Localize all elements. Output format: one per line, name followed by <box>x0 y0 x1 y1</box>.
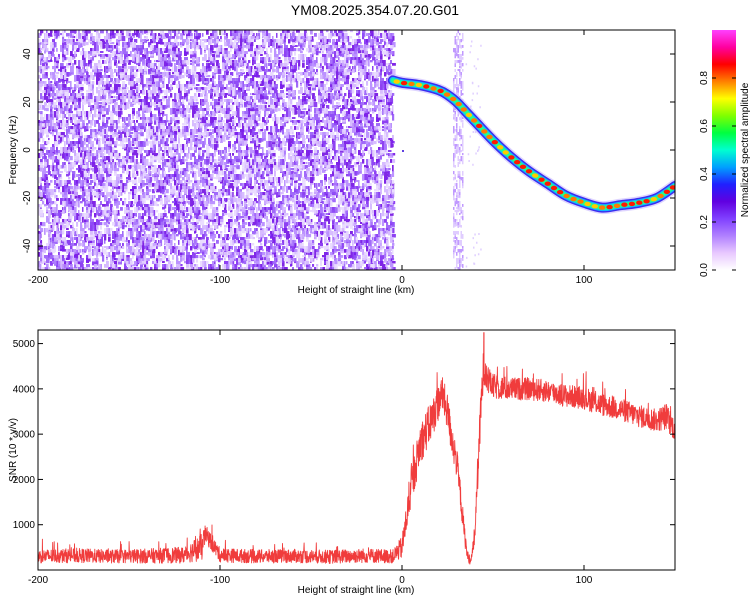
snr-series <box>38 332 675 565</box>
trace-bead <box>514 160 521 165</box>
colorbar-label: Normalized spectral amplitude <box>740 82 750 217</box>
trace-bead <box>643 199 650 204</box>
trace-bead <box>443 92 451 97</box>
trace-bead <box>663 189 671 194</box>
noise-cells <box>38 30 395 270</box>
trace-bead <box>570 196 577 202</box>
y-tick-label: 5000 <box>13 339 36 350</box>
trace-bead <box>544 181 551 186</box>
trace-bead <box>550 185 558 191</box>
snr-y-label: SNR (10 * v/v) <box>8 418 19 482</box>
y-tick-label: 40 <box>22 48 33 60</box>
spectrogram-trace <box>386 73 675 215</box>
trace-bead <box>437 88 444 94</box>
snr-line <box>38 340 675 565</box>
x-tick-label: 100 <box>576 575 593 586</box>
colorbar-tick-label: 0.6 <box>699 119 710 133</box>
trace-bead <box>532 173 539 178</box>
trace-bead <box>476 123 483 129</box>
colorbar-tick-label: 0.4 <box>699 167 710 181</box>
x-tick-label: -100 <box>210 275 230 286</box>
y-tick-label: 20 <box>22 96 33 108</box>
y-tick-label: 3000 <box>13 430 36 441</box>
trace-bead <box>519 164 527 169</box>
stray-point <box>402 150 404 152</box>
y-tick-label: 4000 <box>13 384 36 395</box>
x-tick-label: 100 <box>576 275 593 286</box>
trace-bead <box>470 118 478 123</box>
trace-bead <box>577 199 584 204</box>
spectrogram-y-ticks: -40 -20 0 20 40 <box>22 48 675 253</box>
x-tick-label: -100 <box>210 575 230 586</box>
spectrogram-x-label: Height of straight line (km) <box>298 285 415 296</box>
x-tick-label: -200 <box>28 275 48 286</box>
spectrogram-y-label: Frequency (Hz) <box>8 116 19 185</box>
trace-bead <box>430 86 437 91</box>
trace-bead <box>636 200 643 205</box>
trace-bead <box>669 185 675 190</box>
trace-bead <box>657 193 664 199</box>
snr-background <box>38 330 675 570</box>
trace-bead <box>613 203 621 208</box>
trace-bead <box>486 134 493 140</box>
trace-bead <box>393 79 400 84</box>
y-tick-label: 2000 <box>13 475 36 486</box>
spectrogram-noise <box>38 30 483 270</box>
trace-bead <box>497 145 504 150</box>
trace-bead <box>455 101 462 107</box>
trace-bead <box>423 84 430 89</box>
trace-bead <box>621 202 628 207</box>
x-tick-label: 0 <box>399 275 405 286</box>
y-tick-label: 1000 <box>13 520 36 531</box>
colorbar-tick-label: 0.2 <box>699 215 710 229</box>
colorbar: 0.0 0.2 0.4 0.6 0.8 Normalized spectral ampl… <box>699 30 750 277</box>
trace-bead <box>584 201 591 207</box>
trace-bead <box>563 193 570 199</box>
noise-speckle <box>465 40 483 268</box>
colorbar-tick-label: 0.0 <box>699 263 710 277</box>
y-tick-label: -20 <box>22 190 33 205</box>
trace-bead <box>538 177 545 182</box>
trace-bead <box>606 204 613 210</box>
snr-y-ticks: 1000 2000 3000 4000 5000 <box>13 339 675 531</box>
colorbar-tick-label: 0.8 <box>699 71 710 85</box>
snr-frame <box>37 329 676 571</box>
trace-bead <box>408 81 415 87</box>
colorbar-gradient <box>712 30 736 270</box>
noise-band <box>453 33 464 270</box>
trace-bead <box>525 169 533 174</box>
colorbar-ticks: 0.0 0.2 0.4 0.6 0.8 <box>699 71 736 277</box>
trace-bead <box>450 96 457 102</box>
trace-bead <box>465 112 473 118</box>
trace-bead <box>460 107 467 112</box>
trace-bead <box>598 205 606 210</box>
spectrogram-x-ticks: -200 -100 0 100 <box>28 30 593 286</box>
snr-panel: -200 -100 0 100 1000 2000 3000 4000 5000 Height… <box>8 329 676 596</box>
x-tick-label: -200 <box>28 575 48 586</box>
snr-x-ticks: -200 -100 0 100 <box>28 330 593 586</box>
y-tick-label: -40 <box>22 238 33 253</box>
trace-bead <box>650 197 657 202</box>
figure-title: YM08.2025.354.07.20.G01 <box>290 2 460 18</box>
trace-bead <box>628 201 636 207</box>
trace-bead <box>400 80 408 86</box>
y-tick-label: 0 <box>22 147 33 153</box>
trace-bead <box>556 190 564 195</box>
trace-bead <box>591 204 598 209</box>
trace-bead <box>415 82 423 88</box>
trace-bead <box>502 150 509 155</box>
trace-bead <box>481 129 488 134</box>
trace-bead <box>508 155 515 160</box>
x-tick-label: 0 <box>399 575 405 586</box>
snr-x-label: Height of straight line (km) <box>298 585 415 596</box>
trace-bead <box>491 140 498 145</box>
